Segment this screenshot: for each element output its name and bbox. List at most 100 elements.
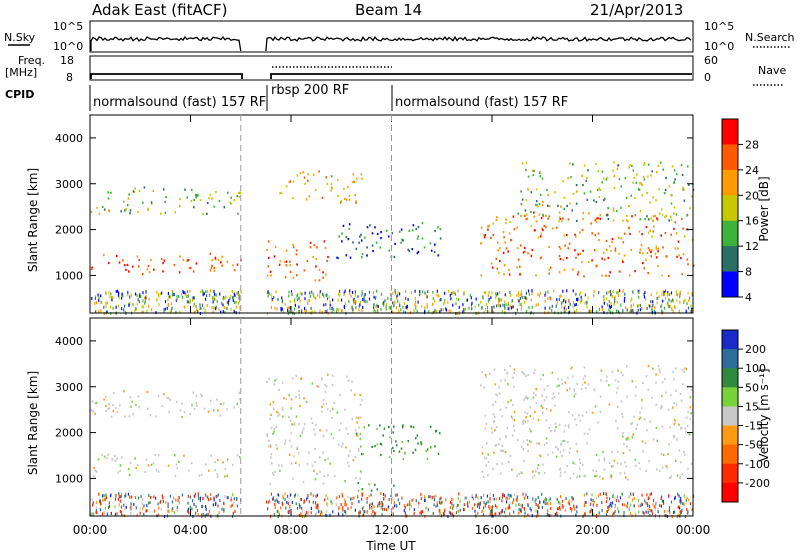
data-cell [295,249,298,252]
data-cell [116,410,119,413]
data-cell [431,495,433,499]
data-cell [362,506,364,510]
data-cell [111,295,113,299]
data-cell [95,295,97,299]
data-cell [312,173,315,176]
data-cell [655,245,658,248]
data-cell [503,303,505,307]
data-cell [315,258,318,261]
data-cell [307,299,309,303]
data-cell [570,367,572,370]
data-cell [496,463,498,466]
data-cell [344,302,346,306]
data-cell [559,507,561,511]
data-cell [614,509,616,513]
data-cell [281,464,283,467]
data-cell [583,512,586,516]
data-cell [513,510,515,514]
data-cell [458,503,460,507]
data-cell [685,430,687,433]
data-cell [600,379,602,382]
data-cell [98,298,100,302]
data-cell [315,296,317,300]
data-cell [556,513,558,517]
data-cell [307,495,309,499]
data-cell [119,470,121,473]
data-cell [537,504,539,508]
data-cell [568,300,570,304]
colorbar-swatch [722,406,738,427]
data-cell [308,500,310,504]
colorbar-swatch [722,144,738,171]
data-cell [322,399,325,402]
data-cell [233,301,236,304]
data-cell [270,293,272,297]
data-cell [563,207,565,210]
data-cell [492,222,494,225]
data-cell [273,513,275,517]
data-cell [638,188,640,191]
data-cell [595,220,598,223]
data-cell [645,501,647,505]
data-cell [353,300,355,304]
data-cell [371,445,373,448]
data-cell [318,385,320,388]
data-cell [99,499,101,503]
data-cell [596,503,598,507]
data-cell [349,449,351,452]
data-cell [352,308,354,312]
data-cell [657,508,659,511]
data-cell [500,511,502,515]
data-cell [602,450,604,454]
data-cell [546,188,548,192]
data-cell [289,306,291,310]
data-cell [563,306,565,310]
data-cell [147,264,150,268]
data-cell [487,293,489,297]
data-cell [305,198,308,201]
data-cell [601,308,603,311]
data-cell [480,242,482,245]
data-cell [298,296,300,300]
data-cell [101,205,104,209]
data-cell [311,464,314,467]
data-cell [519,265,521,268]
data-cell [639,467,641,470]
data-cell [175,498,177,502]
data-cell [345,427,348,430]
data-cell [295,374,297,378]
colorbar-tick-label: 24 [745,164,759,177]
data-cell [108,403,110,406]
data-cell [362,298,364,302]
data-cell [499,496,501,500]
data-cell [488,504,490,508]
data-cell [635,386,637,389]
freq-unit: [MHz] [5,66,37,79]
data-cell [355,201,357,204]
data-cell [391,310,394,314]
data-cell [540,232,542,235]
data-cell [590,222,592,225]
data-cell [404,451,406,454]
data-cell [587,432,589,435]
data-cell [294,493,296,497]
data-cell [612,209,615,212]
data-cell [524,411,526,414]
colorbar-tick-label: 8 [745,266,752,279]
data-cell [107,197,110,200]
data-cell [599,395,602,398]
data-cell [226,458,229,461]
data-cell [649,304,651,308]
data-cell [417,235,420,238]
data-cell [641,183,643,186]
data-cell [209,289,212,293]
data-cell [95,470,98,473]
data-cell [570,176,572,179]
data-cell [314,310,316,314]
data-cell [280,306,282,310]
data-cell [515,503,517,507]
data-cell [502,493,504,497]
data-cell [200,290,202,294]
data-cell [187,259,190,262]
